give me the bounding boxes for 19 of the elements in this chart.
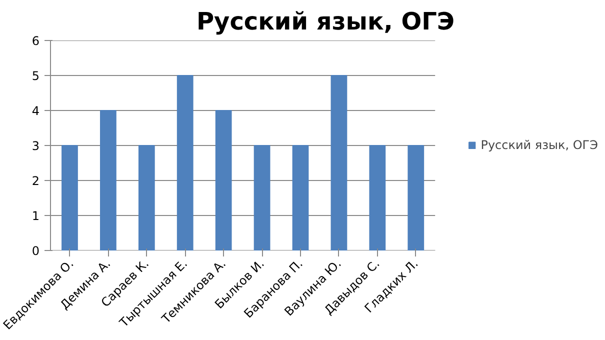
y-tick-label: 6	[32, 34, 40, 48]
chart-title: Русский язык, ОГЭ	[196, 8, 455, 36]
y-tick-label: 4	[32, 104, 40, 118]
y-tick-label: 1	[32, 209, 40, 223]
bar	[215, 110, 232, 250]
bar	[369, 145, 386, 250]
bar	[62, 145, 78, 250]
bar	[138, 145, 155, 250]
y-tick-label: 5	[32, 69, 40, 83]
bar	[408, 145, 424, 250]
legend-label: Русский язык, ОГЭ	[480, 138, 598, 152]
bar	[176, 75, 194, 250]
bar	[254, 145, 270, 250]
y-tick-label: 2	[32, 174, 40, 188]
bar	[292, 145, 309, 250]
y-tick-label: 0	[32, 244, 40, 258]
bar	[100, 110, 116, 250]
y-tick-label: 3	[32, 139, 40, 153]
bar	[330, 75, 348, 250]
